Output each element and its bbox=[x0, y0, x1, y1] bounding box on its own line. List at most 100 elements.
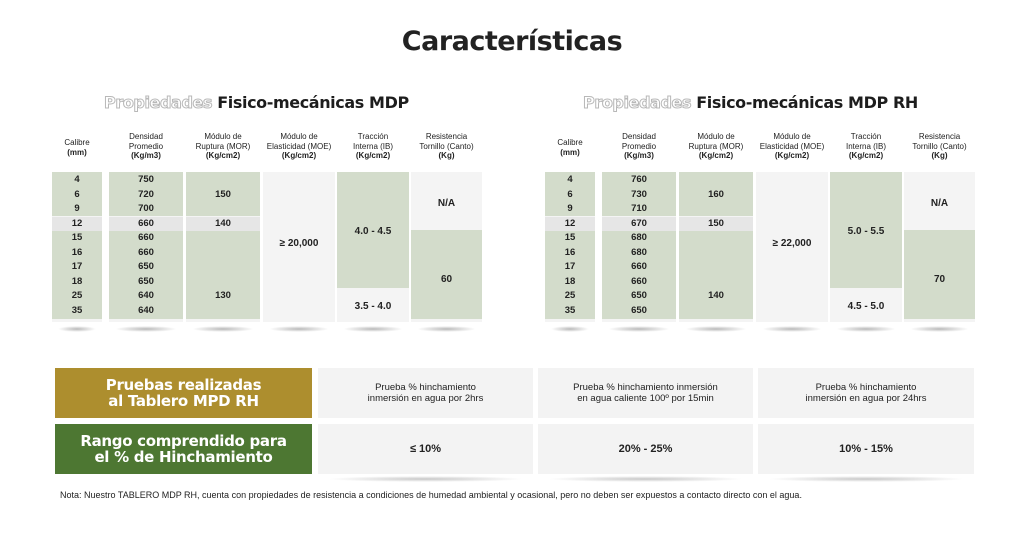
column-header-line1: Calibre bbox=[557, 138, 583, 147]
column-header: Tracción Interna (IB) (Kg/cm2) bbox=[337, 132, 409, 161]
densidad-cell: 730 bbox=[631, 188, 647, 200]
cell-shadow bbox=[768, 476, 964, 482]
densidad-cell: 660 bbox=[631, 261, 647, 272]
column-header-unit: (Kg) bbox=[438, 151, 455, 160]
densidad-cell: 710 bbox=[631, 203, 647, 214]
column-shadow bbox=[343, 326, 403, 332]
column-header-line1: Calibre bbox=[64, 138, 90, 147]
column-header-unit: (Kg) bbox=[931, 151, 948, 160]
column-header-line1: Resistencia bbox=[918, 132, 961, 141]
column-header: Densidad Promedio (Kg/m3) bbox=[602, 132, 676, 161]
column-header: Calibre (mm) bbox=[52, 138, 102, 157]
column-header-line1: Tracción bbox=[850, 132, 882, 141]
mor-cell: 150 bbox=[708, 217, 724, 229]
densidad-cell: 660 bbox=[138, 246, 154, 258]
group-segment bbox=[52, 172, 102, 216]
column-header-line2: Ruptura (MOR) bbox=[688, 141, 744, 151]
densidad-cell: 700 bbox=[138, 203, 154, 214]
calibre-cell: 17 bbox=[71, 261, 83, 272]
test-cell-2hrs: Prueba % hinchamiento inmersión en agua p… bbox=[318, 368, 533, 418]
column-header-line2: Tornillo (Canto) bbox=[419, 141, 474, 151]
column-header-unit: (Kg/m3) bbox=[624, 151, 654, 160]
column-background bbox=[756, 172, 828, 322]
column-header-line1: Módulo de bbox=[280, 132, 318, 141]
group-segment bbox=[602, 172, 676, 216]
column-shadow bbox=[115, 326, 177, 332]
column-header: Densidad Promedio (Kg/m3) bbox=[109, 132, 183, 161]
column-header-line2: Elasticidad (MOE) bbox=[759, 141, 825, 151]
group-segment bbox=[52, 230, 102, 319]
column-header: Resistencia Tornillo (Canto) (Kg) bbox=[904, 132, 975, 161]
calibre-cell: 18 bbox=[71, 275, 83, 287]
panel-title: Propiedades Fisico-mecánicas MDP RH bbox=[582, 93, 918, 113]
group-segment bbox=[545, 172, 595, 216]
column-header-line2: Interna (IB) bbox=[845, 141, 886, 151]
column-shadow bbox=[685, 326, 747, 332]
calibre-cell: 12 bbox=[71, 217, 83, 229]
column-header: Módulo de Elasticidad (MOE) (Kg/cm2) bbox=[756, 132, 828, 161]
ranges-label-line2: el % de Hinchamiento bbox=[94, 448, 273, 466]
densidad-cell: 750 bbox=[138, 174, 154, 185]
calibre-cell: 6 bbox=[74, 188, 80, 200]
panel-title: Propiedades Fisico-mecánicas MDP bbox=[103, 93, 409, 113]
column-header-line2: Promedio bbox=[621, 141, 657, 151]
column-header-line1: Módulo de bbox=[204, 132, 242, 141]
panel-title-strong: Fisico-mecánicas MDP bbox=[217, 93, 409, 112]
calibre-cell: 9 bbox=[74, 203, 80, 214]
range-cell-2hrs: ≤ 10% bbox=[318, 424, 533, 474]
column-shadow bbox=[58, 326, 96, 332]
calibre-cell: 15 bbox=[564, 232, 576, 243]
highlight-row bbox=[679, 216, 753, 231]
densidad-cell: 760 bbox=[631, 174, 647, 185]
calibre-cell: 16 bbox=[71, 246, 83, 258]
densidad-cell: 650 bbox=[631, 290, 647, 301]
cell-shadow bbox=[548, 476, 743, 482]
densidad-cell: 640 bbox=[138, 304, 154, 316]
tornillo-cell: 60 bbox=[440, 274, 453, 285]
tornillo-cell: 70 bbox=[933, 274, 946, 285]
densidad-cell: 650 bbox=[138, 261, 154, 272]
mor-cell: 160 bbox=[708, 188, 724, 200]
column-header-unit: (mm) bbox=[67, 147, 87, 157]
column-header: Módulo de Ruptura (MOR) (Kg/cm2) bbox=[679, 132, 753, 161]
mor-cell: 140 bbox=[708, 290, 724, 301]
calibre-cell: 25 bbox=[564, 290, 576, 301]
ib-cell: 4.5 - 5.0 bbox=[847, 301, 885, 312]
column-header-unit: (Kg/cm2) bbox=[848, 151, 884, 160]
column-header-line1: Módulo de bbox=[773, 132, 811, 141]
highlight-row bbox=[52, 216, 102, 231]
highlight-row bbox=[186, 216, 260, 231]
column-header: Módulo de Ruptura (MOR) (Kg/cm2) bbox=[186, 132, 260, 161]
mor-cell: 150 bbox=[215, 188, 231, 200]
calibre-cell: 15 bbox=[71, 232, 83, 243]
test-cell-line1: Prueba % hinchamiento bbox=[815, 381, 917, 393]
mor-cell: 140 bbox=[215, 217, 231, 229]
column-header-line1: Densidad bbox=[622, 132, 656, 141]
column-header-line1: Densidad bbox=[129, 132, 163, 141]
calibre-cell: 16 bbox=[564, 246, 576, 258]
page-title: Características bbox=[401, 26, 623, 57]
tests-label: Pruebas realizadas al Tablero MPD RH bbox=[55, 368, 312, 418]
panel-title-strong: Fisico-mecánicas MDP RH bbox=[696, 93, 918, 112]
column-header-line2: Tornillo (Canto) bbox=[912, 141, 967, 151]
densidad-cell: 670 bbox=[631, 217, 647, 229]
moe-cell: ≥ 22,000 bbox=[772, 238, 812, 249]
calibre-cell: 18 bbox=[564, 275, 576, 287]
column-header: Módulo de Elasticidad (MOE) (Kg/cm2) bbox=[263, 132, 335, 161]
highlight-row bbox=[545, 216, 595, 231]
test-cell-line2: inmersión en agua por 24hrs bbox=[805, 393, 927, 404]
densidad-cell: 680 bbox=[631, 232, 647, 243]
calibre-cell: 17 bbox=[564, 261, 576, 272]
column-header-line1: Módulo de bbox=[697, 132, 735, 141]
column-header-unit: (Kg/cm2) bbox=[281, 151, 317, 160]
densidad-cell: 720 bbox=[138, 188, 154, 200]
column-header-line2: Interna (IB) bbox=[352, 141, 393, 151]
column-shadow bbox=[269, 326, 329, 332]
column-header-line1: Resistencia bbox=[425, 132, 468, 141]
ib-cell: 5.0 - 5.5 bbox=[847, 226, 885, 237]
group-segment bbox=[186, 230, 260, 319]
column-shadow bbox=[762, 326, 822, 332]
panel-title-outline: Propiedades bbox=[582, 93, 692, 113]
column-header-unit: (Kg/m3) bbox=[131, 151, 161, 160]
column-shadow bbox=[551, 326, 589, 332]
